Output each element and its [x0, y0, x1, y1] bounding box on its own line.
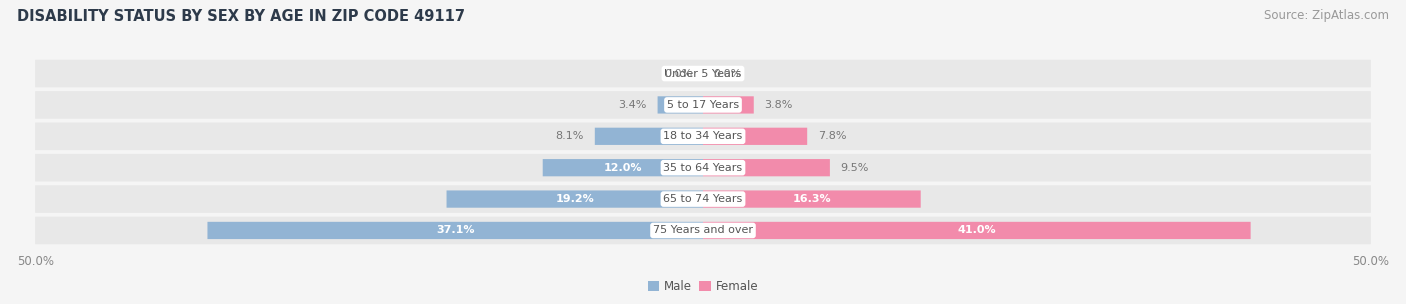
FancyBboxPatch shape [208, 222, 703, 239]
FancyBboxPatch shape [543, 159, 703, 176]
FancyBboxPatch shape [447, 190, 703, 208]
Legend: Male, Female: Male, Female [643, 275, 763, 298]
Text: 3.4%: 3.4% [619, 100, 647, 110]
FancyBboxPatch shape [703, 222, 1250, 239]
FancyBboxPatch shape [658, 96, 703, 114]
FancyBboxPatch shape [35, 217, 1371, 244]
Text: 41.0%: 41.0% [957, 226, 995, 236]
Text: 0.0%: 0.0% [664, 68, 692, 78]
Text: 65 to 74 Years: 65 to 74 Years [664, 194, 742, 204]
Text: DISABILITY STATUS BY SEX BY AGE IN ZIP CODE 49117: DISABILITY STATUS BY SEX BY AGE IN ZIP C… [17, 9, 465, 24]
Text: 7.8%: 7.8% [818, 131, 846, 141]
FancyBboxPatch shape [703, 96, 754, 114]
FancyBboxPatch shape [595, 128, 703, 145]
Text: 35 to 64 Years: 35 to 64 Years [664, 163, 742, 173]
Text: 16.3%: 16.3% [793, 194, 831, 204]
Text: 9.5%: 9.5% [841, 163, 869, 173]
FancyBboxPatch shape [35, 123, 1371, 150]
FancyBboxPatch shape [703, 159, 830, 176]
Text: 12.0%: 12.0% [603, 163, 643, 173]
FancyBboxPatch shape [703, 128, 807, 145]
Text: 5 to 17 Years: 5 to 17 Years [666, 100, 740, 110]
Text: 75 Years and over: 75 Years and over [652, 226, 754, 236]
Text: 37.1%: 37.1% [436, 226, 474, 236]
Text: 19.2%: 19.2% [555, 194, 595, 204]
Text: 8.1%: 8.1% [555, 131, 583, 141]
FancyBboxPatch shape [703, 190, 921, 208]
Text: Source: ZipAtlas.com: Source: ZipAtlas.com [1264, 9, 1389, 22]
Text: 18 to 34 Years: 18 to 34 Years [664, 131, 742, 141]
FancyBboxPatch shape [35, 60, 1371, 87]
Text: Under 5 Years: Under 5 Years [665, 68, 741, 78]
FancyBboxPatch shape [35, 185, 1371, 213]
FancyBboxPatch shape [35, 91, 1371, 119]
Text: 3.8%: 3.8% [765, 100, 793, 110]
Text: 0.0%: 0.0% [714, 68, 742, 78]
FancyBboxPatch shape [35, 154, 1371, 181]
